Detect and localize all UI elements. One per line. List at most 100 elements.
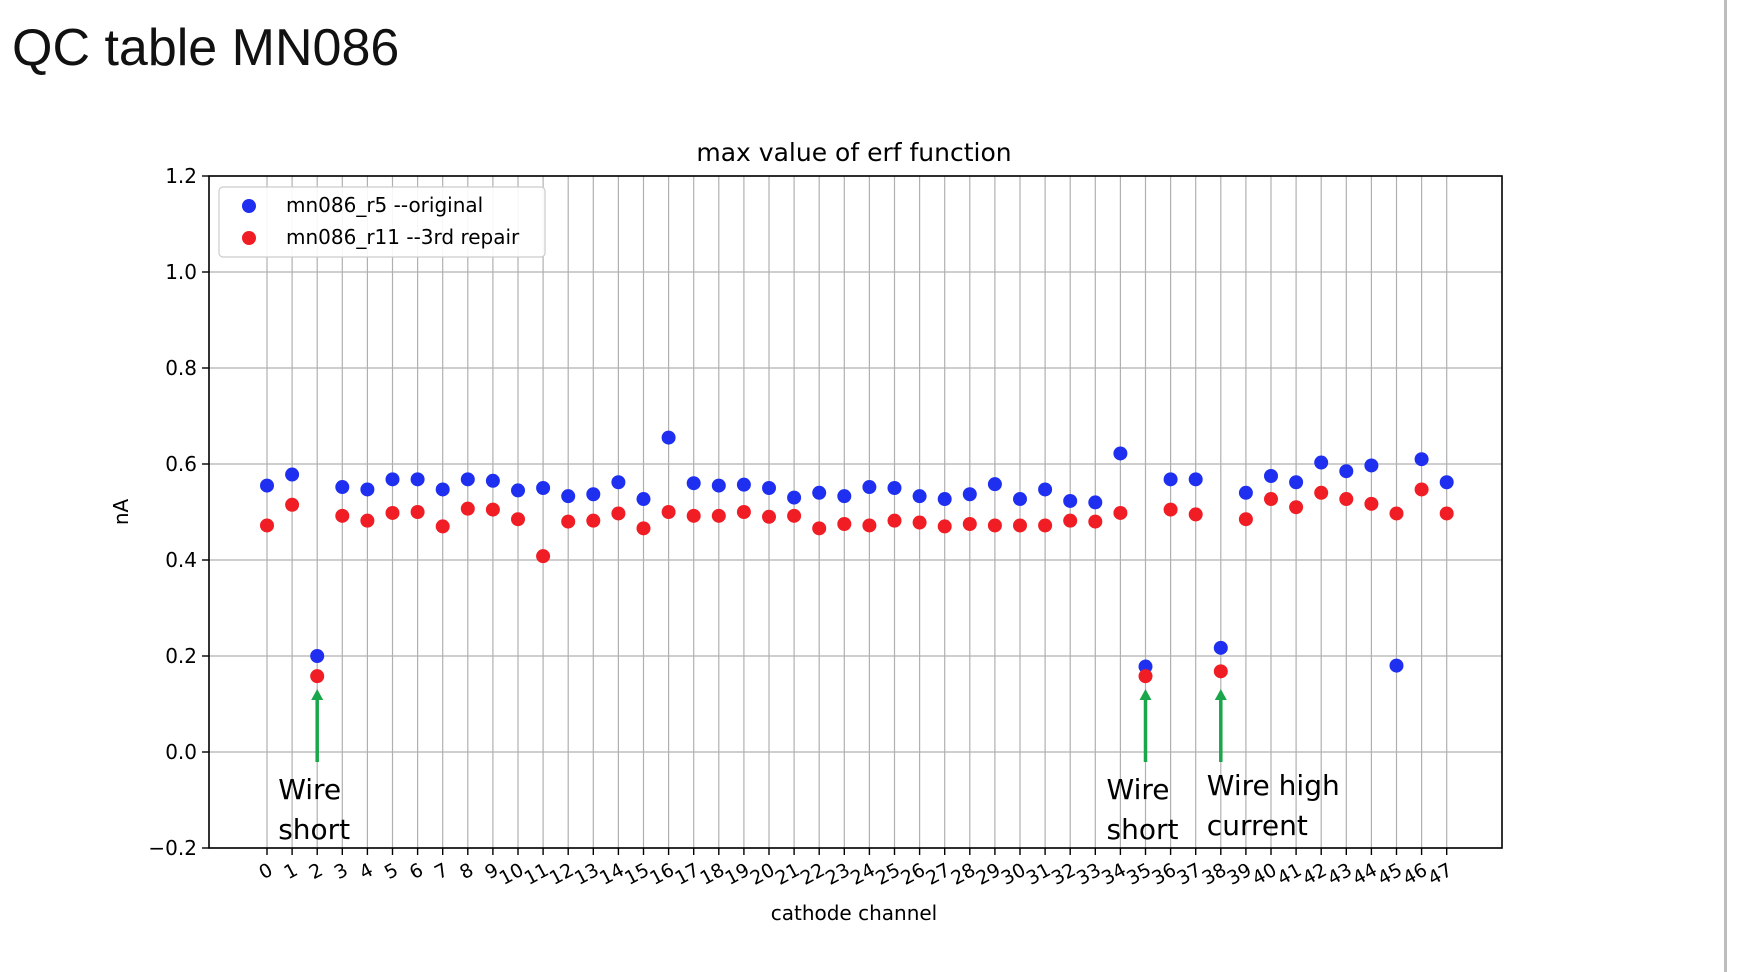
point-r5 (1339, 464, 1354, 479)
point-r11 (1389, 506, 1404, 521)
point-r11 (385, 505, 400, 520)
point-r11 (636, 521, 651, 536)
point-r11 (1238, 512, 1253, 527)
x-tick-label: 6 (406, 859, 427, 884)
x-axis-label: cathode channel (771, 901, 938, 925)
legend-label-r11: mn086_r11 --3rd repair (286, 225, 520, 249)
y-tick-label: 0.0 (165, 740, 197, 764)
x-axis: 0 1 2 3 4 5 6 7 8 9101112131415161718192021222324… (255, 848, 1456, 890)
point-r11 (1138, 669, 1153, 684)
point-r11 (285, 497, 300, 512)
point-r11 (1088, 514, 1103, 529)
point-r11 (1264, 492, 1278, 507)
point-r11 (611, 506, 626, 521)
point-r5 (661, 430, 676, 445)
point-r5 (435, 482, 450, 497)
y-tick-label: 0.6 (165, 452, 197, 476)
point-r5 (1289, 475, 1304, 490)
point-r5 (762, 481, 776, 495)
y-axis: −0.2 0.0 0.2 0.4 0.6 0.8 1.0 1.2 (148, 164, 209, 860)
point-r5 (711, 478, 726, 493)
y-tick-label: 0.8 (165, 356, 197, 380)
annotation-line: current (1207, 809, 1308, 842)
x-tick-label: 7 (431, 859, 452, 884)
point-r11 (711, 508, 726, 523)
point-r11 (987, 518, 1002, 533)
annotation-text: Wire short (278, 773, 350, 846)
point-r11 (1213, 664, 1228, 679)
point-r5 (1013, 492, 1027, 507)
point-r5 (887, 481, 902, 495)
x-tick-label: 4 (356, 859, 377, 884)
point-r5 (1113, 446, 1128, 461)
point-r5 (1389, 658, 1404, 673)
annotation-line: Wire high (1207, 769, 1340, 802)
point-r11 (1163, 502, 1178, 517)
x-tick-label: 3 (331, 859, 352, 884)
point-r11 (1289, 500, 1304, 515)
point-r5 (912, 489, 927, 504)
point-r5 (1439, 475, 1454, 490)
point-r5 (310, 649, 325, 663)
annotation-line: Wire (278, 773, 341, 806)
x-tick-label: 0 (255, 859, 276, 884)
y-tick-label: 1.0 (165, 260, 197, 284)
point-r11 (837, 517, 852, 531)
point-r5 (837, 489, 852, 504)
point-r5 (260, 478, 274, 493)
point-r5 (460, 472, 475, 487)
point-r5 (1163, 472, 1178, 487)
plot-frame (208, 175, 1503, 849)
point-r5 (1238, 485, 1253, 500)
annotation-line: Wire (1107, 773, 1170, 806)
point-r5 (410, 472, 425, 487)
point-r11 (435, 519, 450, 534)
point-r5 (1188, 472, 1203, 487)
data-points (260, 430, 1454, 684)
point-r11 (887, 513, 902, 528)
x-tick-label: 5 (381, 859, 402, 884)
slide-edge-divider (1724, 0, 1727, 972)
annotation-text: Wire high current (1207, 769, 1340, 842)
point-r5 (736, 477, 751, 492)
point-r5 (812, 485, 827, 500)
point-r11 (360, 513, 375, 528)
point-r5 (561, 489, 576, 504)
grid-lines (209, 175, 1502, 849)
point-r11 (460, 501, 475, 516)
point-r5 (611, 475, 626, 490)
point-r5 (862, 480, 877, 495)
y-tick-label: 0.4 (165, 548, 197, 572)
point-r5 (636, 492, 651, 507)
point-r11 (686, 508, 701, 523)
point-r11 (536, 549, 551, 564)
point-r11 (1013, 518, 1027, 533)
point-r11 (962, 517, 977, 531)
point-r11 (561, 514, 576, 529)
point-r11 (787, 508, 802, 523)
point-r11 (1364, 496, 1379, 511)
y-axis-label: nA (109, 499, 133, 526)
point-r11 (661, 505, 676, 519)
x-tick-label: 8 (456, 859, 477, 884)
point-r11 (1439, 506, 1454, 521)
point-r11 (1113, 505, 1128, 520)
legend-marker-r11 (242, 231, 256, 245)
annotation-arrow-head (1214, 689, 1227, 700)
point-r11 (862, 518, 877, 533)
point-r11 (485, 502, 500, 517)
legend: mn086_r5 --original mn086_r11 --3rd repa… (218, 186, 546, 258)
annotation-line: short (1107, 813, 1179, 846)
point-r11 (1188, 507, 1203, 522)
point-r5 (1213, 640, 1228, 655)
point-r11 (1339, 492, 1354, 507)
point-r11 (812, 521, 827, 536)
point-r5 (586, 487, 601, 502)
point-r11 (260, 518, 274, 533)
legend-label-r5: mn086_r5 --original (286, 193, 483, 217)
point-r11 (912, 515, 927, 530)
y-tick-label: −0.2 (148, 836, 197, 860)
point-r5 (1364, 458, 1379, 473)
point-r5 (335, 480, 350, 495)
point-r5 (987, 477, 1002, 492)
